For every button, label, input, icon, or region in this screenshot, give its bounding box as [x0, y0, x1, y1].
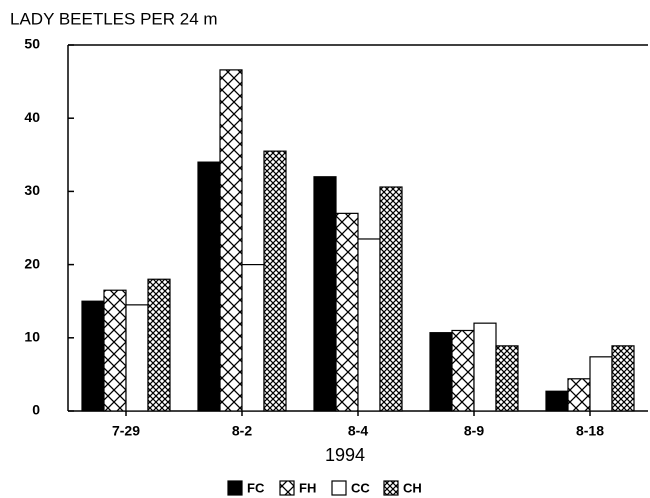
bar — [473, 322, 497, 412]
bar — [335, 212, 359, 412]
bar — [219, 69, 243, 412]
bar — [241, 264, 265, 412]
x-tick-label: 8-9 — [464, 423, 484, 439]
y-tick-label: 10 — [24, 329, 40, 345]
bar — [357, 238, 381, 412]
y-tick-label: 40 — [24, 109, 40, 125]
bar — [611, 345, 635, 412]
y-tick-label: 0 — [32, 402, 40, 418]
bar — [197, 161, 221, 412]
x-axis-label: 1994 — [325, 445, 365, 465]
bar — [263, 150, 287, 412]
legend-label: FH — [299, 480, 316, 495]
bar — [545, 390, 569, 412]
legend-swatch — [331, 480, 347, 496]
legend-label: CH — [403, 480, 422, 495]
y-tick-label: 30 — [24, 182, 40, 198]
y-tick-label: 50 — [24, 36, 40, 52]
legend-swatch — [227, 480, 243, 496]
bar — [429, 332, 453, 412]
bar — [567, 378, 591, 412]
legend-label: FC — [247, 480, 265, 495]
legend-swatch — [383, 480, 399, 496]
x-tick-label: 8-18 — [576, 423, 604, 439]
x-tick-label: 8-4 — [348, 423, 368, 439]
y-tick-label: 20 — [24, 255, 40, 271]
bar — [451, 329, 475, 412]
bar — [125, 304, 149, 412]
bar — [103, 289, 127, 412]
bar — [147, 278, 171, 412]
x-tick-label: 8-2 — [232, 423, 252, 439]
legend-swatch — [279, 480, 295, 496]
bar — [313, 176, 337, 412]
bar — [495, 345, 519, 412]
legend-label: CC — [351, 480, 370, 495]
chart-title: LADY BEETLES PER 24 m — [10, 9, 218, 28]
bar — [589, 356, 613, 412]
bar — [81, 300, 105, 412]
x-tick-label: 7-29 — [112, 423, 140, 439]
bar — [379, 186, 403, 412]
